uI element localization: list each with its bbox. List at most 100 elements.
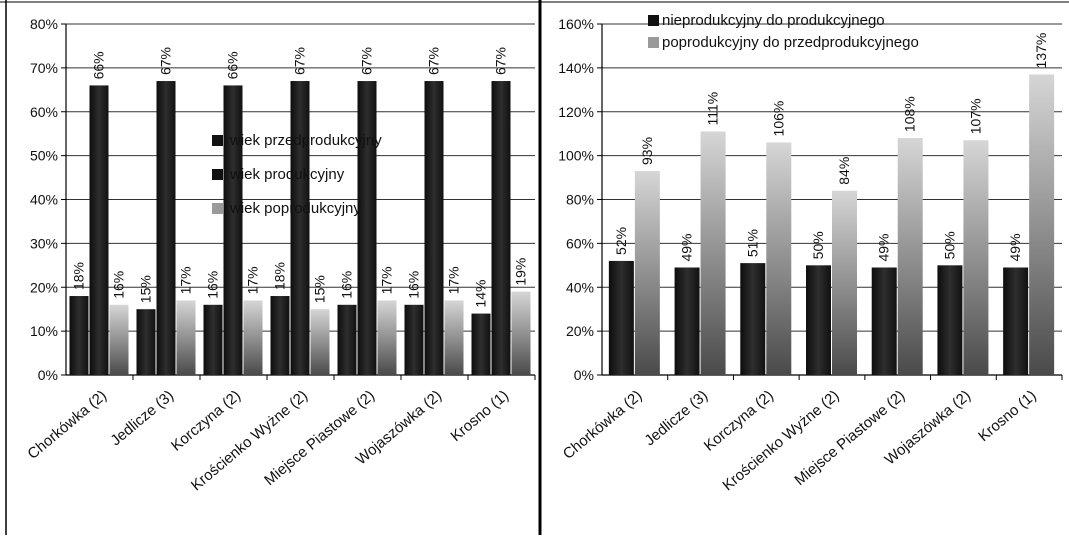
- category-label-1-0: Chorkówka (2): [560, 387, 646, 463]
- y-tick-label-0-0: 0%: [38, 367, 58, 383]
- category-label-0-0: Chorkówka (2): [24, 387, 110, 463]
- data-label-0-s1-c2: 66%: [225, 51, 241, 79]
- bar-0-s1-c3: [290, 81, 310, 375]
- y-tick-label-1-5: 100%: [558, 148, 594, 164]
- data-label-0-s1-c3: 67%: [292, 47, 308, 75]
- data-label-1-s0-c0: 52%: [613, 227, 629, 255]
- y-tick-label-0-1: 10%: [30, 323, 58, 339]
- data-label-0-s1-c5: 67%: [426, 47, 442, 75]
- legend-swatch-0-0: [212, 135, 223, 146]
- data-label-0-s0-c5: 16%: [406, 271, 422, 299]
- bar-0-s2-c3: [310, 309, 330, 375]
- y-tick-label-1-0: 0%: [574, 367, 594, 383]
- bar-1-s0-c4: [871, 267, 897, 375]
- bar-0-s0-c2: [203, 304, 223, 375]
- data-label-0-s1-c4: 67%: [359, 47, 375, 75]
- data-label-0-s0-c1: 15%: [138, 275, 154, 303]
- legend-label-0-2: wiek poprodukcyjny: [229, 200, 361, 217]
- category-label-1-3: Krościenko Wyżne (2): [719, 387, 842, 494]
- y-tick-label-1-6: 120%: [558, 104, 594, 120]
- bar-1-s0-c0: [608, 260, 634, 375]
- category-label-1-6: Krosno (1): [975, 387, 1040, 445]
- data-label-0-s2-c3: 15%: [312, 275, 328, 303]
- bar-0-s1-c4: [357, 81, 377, 375]
- category-label-1-1: Jedlicze (3): [641, 387, 711, 449]
- legend-label-0-0: wiek przedprodukcyjny: [229, 132, 382, 149]
- bar-1-s1-c6: [1029, 74, 1055, 376]
- data-label-0-s1-c1: 67%: [158, 47, 174, 75]
- bar-0-s1-c5: [424, 81, 444, 375]
- y-tick-label-1-3: 60%: [566, 235, 594, 251]
- y-tick-label-0-6: 60%: [30, 104, 58, 120]
- bar-0-s2-c6: [511, 291, 531, 375]
- data-label-0-s1-c6: 67%: [493, 47, 509, 75]
- bar-0-s2-c0: [109, 304, 129, 375]
- bar-0-s0-c4: [337, 304, 357, 375]
- data-label-0-s2-c6: 19%: [513, 258, 529, 286]
- data-label-1-s1-c0: 93%: [639, 137, 655, 165]
- category-label-0-1: Jedlicze (3): [107, 387, 177, 449]
- data-label-0-s0-c0: 18%: [71, 262, 87, 290]
- bar-1-s1-c5: [963, 140, 989, 375]
- y-tick-label-0-7: 70%: [30, 60, 58, 76]
- bar-0-s1-c1: [156, 81, 176, 375]
- data-label-1-s1-c2: 106%: [770, 101, 786, 137]
- data-label-1-s0-c3: 50%: [810, 231, 826, 259]
- data-label-0-s2-c2: 17%: [245, 266, 261, 294]
- data-label-1-s1-c4: 108%: [902, 96, 918, 132]
- bar-0-s1-c6: [491, 81, 511, 375]
- data-label-0-s0-c2: 16%: [205, 271, 221, 299]
- data-label-1-s0-c6: 49%: [1007, 233, 1023, 261]
- bar-0-s0-c3: [270, 296, 290, 375]
- bar-1-s0-c6: [1003, 267, 1029, 375]
- bar-1-s1-c3: [832, 190, 857, 375]
- y-tick-label-1-1: 20%: [566, 323, 594, 339]
- bar-0-s0-c6: [471, 313, 491, 375]
- data-label-1-s1-c1: 111%: [705, 92, 721, 126]
- data-label-0-s2-c0: 16%: [111, 271, 127, 299]
- bar-0-s1-c0: [89, 85, 109, 376]
- data-label-0-s0-c4: 16%: [339, 271, 355, 299]
- bar-0-s2-c2: [243, 300, 263, 375]
- data-label-1-s1-c3: 84%: [836, 157, 852, 185]
- data-label-1-s1-c6: 137%: [1033, 33, 1049, 69]
- y-tick-label-0-5: 50%: [30, 148, 58, 164]
- category-label-0-6: Krosno (1): [447, 387, 512, 445]
- bar-0-s2-c4: [377, 300, 397, 375]
- data-label-0-s2-c4: 17%: [379, 266, 395, 294]
- y-tick-label-0-3: 30%: [30, 235, 58, 251]
- data-label-0-s2-c1: 17%: [178, 266, 194, 294]
- y-tick-label-0-8: 80%: [30, 16, 58, 32]
- data-label-1-s0-c2: 51%: [744, 229, 760, 257]
- bar-1-s1-c1: [700, 131, 726, 375]
- bar-0-s1-c2: [223, 85, 243, 376]
- data-label-1-s1-c5: 107%: [967, 98, 983, 134]
- bar-0-s0-c1: [136, 309, 156, 375]
- bar-0-s2-c1: [176, 300, 196, 375]
- data-label-0-s1-c0: 66%: [91, 51, 107, 79]
- legend-swatch-0-2: [212, 203, 223, 214]
- legend-label-1-1: poprodukcyjny do przedprodukcyjnego: [662, 34, 919, 51]
- data-label-1-s0-c4: 49%: [876, 233, 892, 261]
- category-label-0-3: Krościenko Wyżne (2): [188, 387, 311, 494]
- bar-1-s1-c4: [897, 138, 923, 375]
- bar-1-s0-c2: [740, 263, 766, 375]
- bar-1-s0-c5: [937, 265, 963, 375]
- legend-swatch-1-0: [648, 15, 659, 26]
- data-label-0-s0-c6: 14%: [473, 280, 489, 308]
- y-tick-label-1-7: 140%: [558, 60, 594, 76]
- bar-1-s1-c0: [634, 170, 660, 375]
- data-label-1-s0-c5: 50%: [941, 231, 957, 259]
- legend-swatch-0-1: [212, 169, 223, 180]
- y-tick-label-1-8: 160%: [558, 16, 594, 32]
- category-label-1-4: Miejsce Piastowe (2): [791, 387, 908, 489]
- y-tick-label-1-4: 80%: [566, 192, 594, 208]
- bar-0-s2-c5: [444, 300, 464, 375]
- y-tick-label-0-4: 40%: [30, 192, 58, 208]
- bar-1-s0-c3: [806, 265, 831, 375]
- data-label-0-s0-c3: 18%: [272, 262, 288, 290]
- bar-1-s0-c1: [674, 267, 700, 375]
- y-tick-label-0-2: 20%: [30, 279, 58, 295]
